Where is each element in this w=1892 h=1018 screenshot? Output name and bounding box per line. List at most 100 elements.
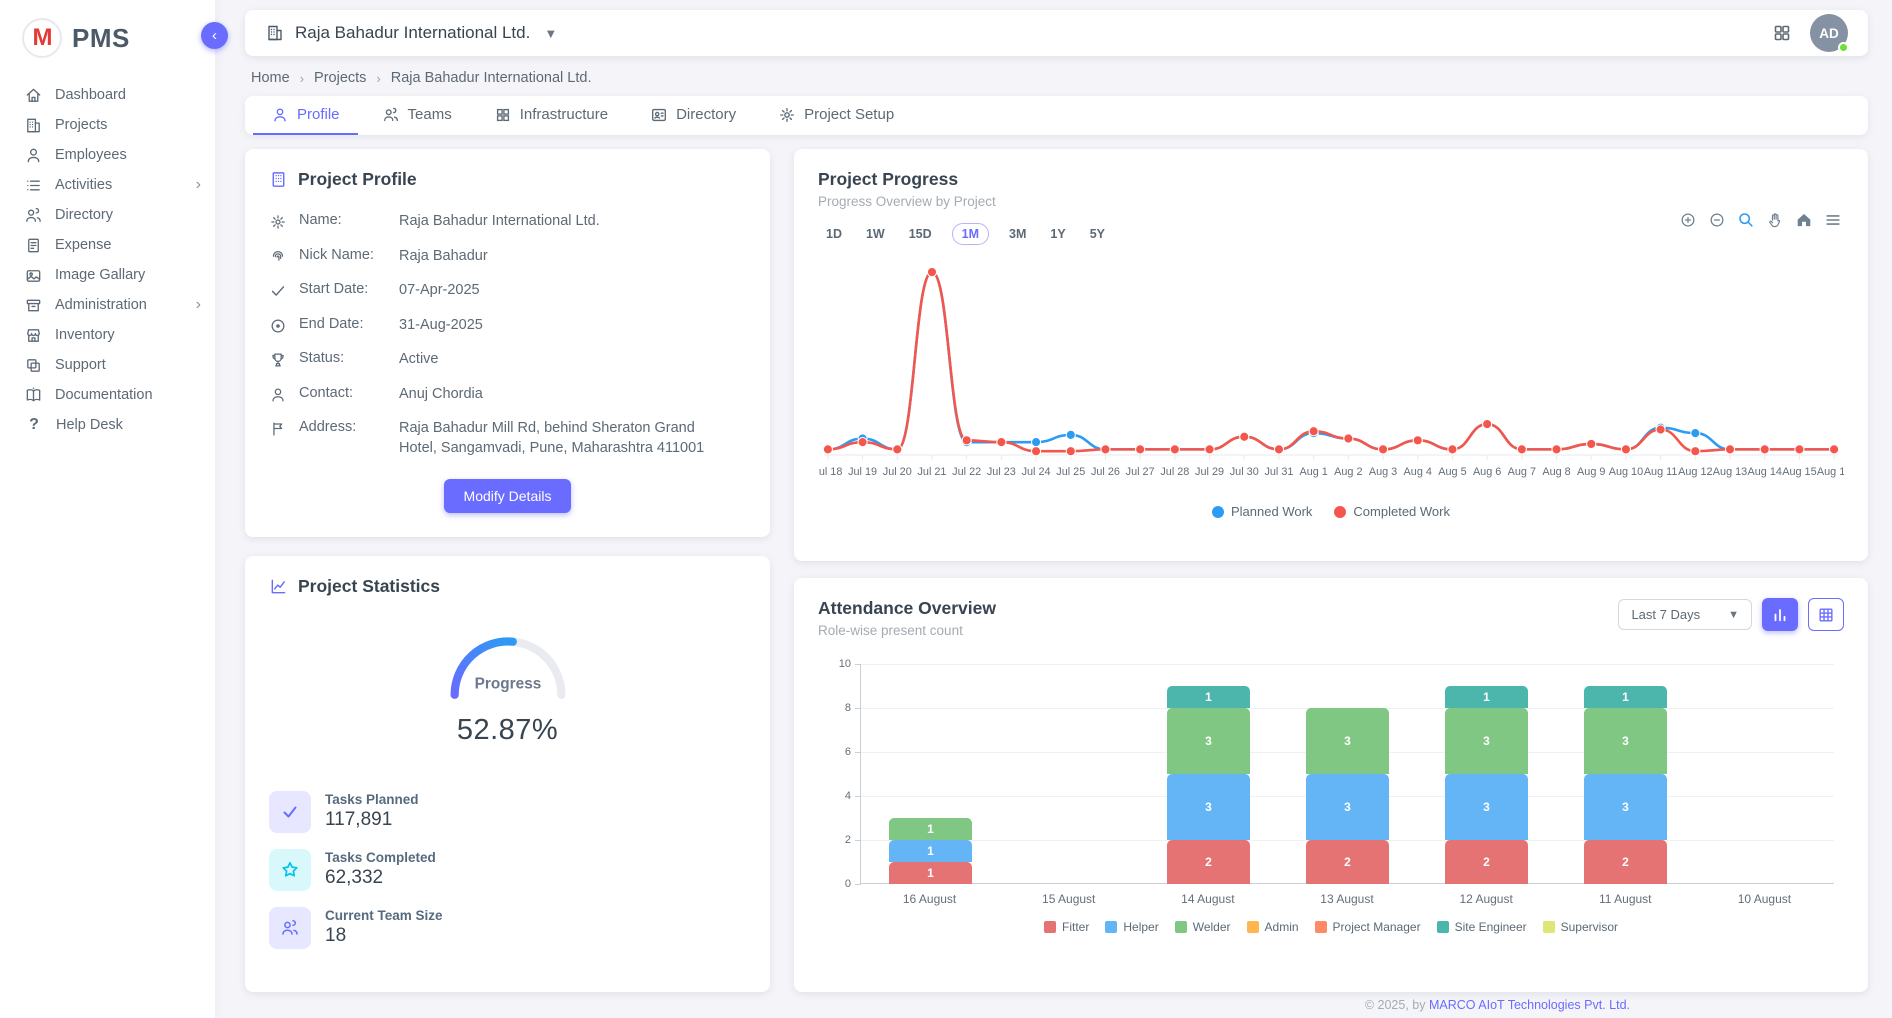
svg-text:Aug 4: Aug 4 bbox=[1404, 466, 1432, 478]
bar-segment: 3 bbox=[1305, 708, 1390, 774]
app-name: PMS bbox=[72, 22, 130, 53]
tab-label: Profile bbox=[297, 106, 340, 124]
bar-column bbox=[1000, 664, 1139, 884]
bar-segment: 1 bbox=[1583, 686, 1668, 708]
online-status-dot bbox=[1838, 42, 1849, 54]
sidebar-item-projects[interactable]: Projects bbox=[0, 110, 215, 140]
tab-label: Infrastructure bbox=[519, 106, 609, 124]
pan-hand-icon[interactable] bbox=[1766, 211, 1784, 229]
range-1d[interactable]: 1D bbox=[826, 227, 842, 241]
gear-icon bbox=[780, 107, 795, 122]
svg-text:Jul 29: Jul 29 bbox=[1195, 466, 1224, 478]
breadcrumb-separator: › bbox=[299, 70, 305, 86]
range-3m[interactable]: 3M bbox=[1009, 227, 1027, 241]
archive-icon bbox=[26, 299, 41, 311]
bar-column bbox=[1695, 664, 1834, 884]
field-value: 07-Apr-2025 bbox=[399, 282, 480, 299]
sidebar-item-image-gallery[interactable]: Image Gallary bbox=[0, 260, 215, 290]
list-icon bbox=[27, 180, 40, 190]
legend-item[interactable]: Fitter bbox=[1044, 920, 1089, 934]
range-1w[interactable]: 1W bbox=[865, 227, 885, 241]
legend-swatch bbox=[1334, 505, 1347, 518]
legend-item[interactable]: Project Manager bbox=[1314, 920, 1421, 934]
stacked-bar-chart: 0 2 4 6 8 10 1 1 1 2 3 3 1 2 3 3 2 3 3 1 2 3 3 1 bbox=[839, 658, 1834, 890]
range-1y[interactable]: 1Y bbox=[1050, 227, 1066, 241]
chart-view-button[interactable] bbox=[1762, 598, 1798, 631]
gauge-percentage: 52.87% bbox=[456, 713, 559, 746]
legend-item[interactable]: Site Engineer bbox=[1436, 920, 1527, 934]
sidebar-item-activities[interactable]: Activities › bbox=[0, 170, 215, 200]
tab-label: Teams bbox=[407, 106, 452, 124]
legend-completed-work[interactable]: Completed Work bbox=[1334, 504, 1450, 519]
gear-icon bbox=[271, 215, 285, 229]
breadcrumb-home[interactable]: Home bbox=[251, 70, 290, 87]
sidebar-item-administration[interactable]: Administration › bbox=[0, 290, 215, 320]
sidebar-collapse-button[interactable]: ‹ bbox=[201, 22, 228, 49]
top-header: Raja Bahadur International Ltd. ▼ AD bbox=[245, 10, 1868, 57]
field-value: Raja Bahadur Mill Rd, behind Sheraton Gr… bbox=[399, 420, 705, 456]
legend-item[interactable]: Supervisor bbox=[1542, 920, 1618, 934]
home-reset-icon[interactable] bbox=[1795, 211, 1813, 229]
home-icon bbox=[26, 88, 41, 102]
field-value: Raja Bahadur bbox=[399, 247, 488, 264]
sidebar-item-employees[interactable]: Employees bbox=[0, 140, 215, 170]
svg-text:Jul 23: Jul 23 bbox=[987, 466, 1016, 478]
modify-details-button[interactable]: Modify Details bbox=[443, 478, 572, 513]
legend-item[interactable]: Helper bbox=[1105, 920, 1159, 934]
table-view-button[interactable] bbox=[1808, 598, 1844, 631]
sidebar-item-directory[interactable]: Directory bbox=[0, 200, 215, 230]
breadcrumb: Home › Projects › Raja Bahadur Internati… bbox=[251, 70, 1868, 86]
menu-icon[interactable] bbox=[1824, 211, 1842, 229]
sidebar-item-documentation[interactable]: Documentation bbox=[0, 380, 215, 410]
app-logo[interactable]: M PMS bbox=[0, 0, 215, 74]
sidebar-item-label: Directory bbox=[55, 207, 114, 223]
tab-project-setup[interactable]: Project Setup bbox=[760, 96, 912, 135]
legend-planned-work[interactable]: Planned Work bbox=[1212, 504, 1312, 519]
footer: © 2025, by MARCO AIoT Technologies Pvt. … bbox=[245, 992, 1868, 1018]
tab-label: Project Setup bbox=[804, 106, 895, 124]
sidebar-item-inventory[interactable]: Inventory bbox=[0, 320, 215, 350]
sidebar-item-help-desk[interactable]: ? Help Desk bbox=[0, 410, 215, 440]
sidebar-item-dashboard[interactable]: Dashboard bbox=[0, 80, 215, 110]
bar-segment: 3 bbox=[1166, 708, 1251, 774]
svg-text:Jul 30: Jul 30 bbox=[1230, 466, 1259, 478]
field-label: End Date: bbox=[299, 315, 364, 332]
date-range-select[interactable]: Last 7 Days ▼ bbox=[1618, 599, 1752, 630]
company-selector[interactable]: Raja Bahadur International Ltd. ▼ bbox=[265, 23, 557, 43]
sidebar-item-support[interactable]: Support bbox=[0, 350, 215, 380]
users-icon bbox=[26, 207, 41, 222]
user-avatar[interactable]: AD bbox=[1810, 14, 1849, 54]
select-value: Last 7 Days bbox=[1631, 607, 1701, 622]
zoom-in-icon[interactable] bbox=[1679, 211, 1697, 229]
svg-text:Jul 20: Jul 20 bbox=[883, 466, 912, 478]
sidebar-item-label: Documentation bbox=[55, 387, 153, 403]
contact-card-icon bbox=[652, 108, 667, 121]
legend-item[interactable]: Welder bbox=[1174, 920, 1231, 934]
building-icon bbox=[268, 25, 282, 41]
apps-grid-button[interactable] bbox=[1772, 23, 1792, 43]
bar-category-label: 14 August bbox=[1181, 892, 1235, 906]
attendance-overview-card: Attendance Overview Role-wise present co… bbox=[794, 578, 1868, 992]
bar-category-label: 12 August bbox=[1459, 892, 1513, 906]
card-subtitle: Role-wise present count bbox=[818, 623, 963, 638]
flag-icon bbox=[273, 422, 283, 436]
range-5y[interactable]: 5Y bbox=[1089, 227, 1106, 241]
sidebar-item-label: Help Desk bbox=[56, 417, 123, 433]
zoom-out-icon[interactable] bbox=[1708, 211, 1726, 229]
sidebar-item-expense[interactable]: Expense bbox=[0, 230, 215, 260]
legend-item[interactable]: Admin bbox=[1246, 920, 1299, 934]
company-link[interactable]: MARCO AIoT Technologies Pvt. Ltd. bbox=[1428, 998, 1630, 1012]
selection-zoom-icon[interactable] bbox=[1737, 211, 1755, 229]
breadcrumb-projects[interactable]: Projects bbox=[314, 70, 367, 87]
tab-directory[interactable]: Directory bbox=[632, 96, 754, 135]
tab-infrastructure[interactable]: Infrastructure bbox=[476, 96, 626, 135]
fingerprint-icon bbox=[272, 250, 284, 261]
range-1m[interactable]: 1M bbox=[951, 223, 990, 245]
tab-profile[interactable]: Profile bbox=[253, 96, 358, 135]
range-15d[interactable]: 15D bbox=[908, 227, 932, 241]
tab-teams[interactable]: Teams bbox=[364, 96, 470, 135]
bar-segment: 3 bbox=[1583, 774, 1668, 840]
